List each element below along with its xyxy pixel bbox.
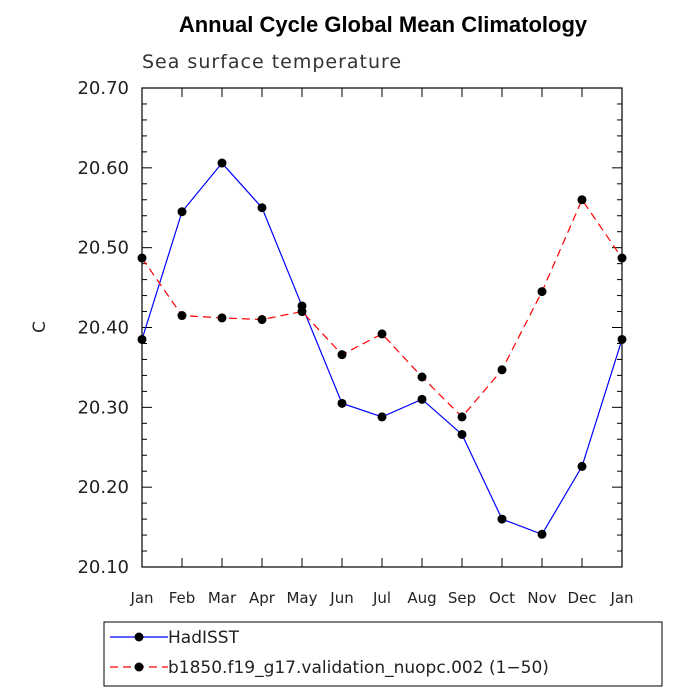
- legend: HadISST b1850.f19_g17.validation_nuopc.0…: [103, 621, 663, 687]
- x-tick-label: Jan: [609, 589, 633, 607]
- chart-title: Annual Cycle Global Mean Climatology: [179, 12, 588, 37]
- y-axis-label: C: [30, 321, 50, 333]
- series-line-0: [141, 162, 623, 536]
- data-point-0: [457, 429, 467, 439]
- data-point-1: [417, 372, 427, 382]
- y-tick-label: 20.10: [77, 557, 129, 578]
- x-tick-label: Nov: [527, 589, 556, 607]
- data-point-0: [417, 394, 427, 404]
- data-point-1: [577, 195, 587, 205]
- data-point-0: [137, 334, 147, 344]
- x-tick-label: Dec: [567, 589, 596, 607]
- data-point-1: [617, 253, 627, 263]
- x-axis: Jan Feb Mar Apr May Jun Jul Aug Sep Oct Nov Dec Jan: [129, 88, 634, 607]
- x-tick-label: Jan: [129, 589, 153, 607]
- data-point-0: [537, 529, 547, 539]
- data-point-0: [377, 412, 387, 422]
- legend-label-model: b1850.f19_g17.validation_nuopc.002 (1−50…: [168, 658, 549, 678]
- data-point-1: [137, 253, 147, 263]
- y-tick-label: 20.40: [77, 318, 129, 339]
- plot-area: [141, 87, 623, 568]
- y-tick-label: 20.20: [77, 477, 129, 498]
- y-tick-label: 20.60: [77, 158, 129, 179]
- data-point-1: [337, 350, 347, 360]
- data-point-0: [497, 514, 507, 524]
- legend-box: [103, 621, 663, 687]
- data-point-1: [457, 412, 467, 422]
- data-point-1: [537, 287, 547, 297]
- legend-marker-model: [134, 662, 144, 672]
- series-line-1: [141, 198, 623, 418]
- data-point-1: [497, 365, 507, 375]
- data-point-1: [177, 311, 187, 321]
- data-point-0: [337, 398, 347, 408]
- series-layer: [137, 158, 627, 539]
- x-tick-label: Apr: [249, 589, 276, 607]
- data-point-0: [617, 334, 627, 344]
- x-tick-label: Mar: [208, 589, 237, 607]
- y-tick-label: 20.30: [77, 397, 129, 418]
- data-point-1: [377, 329, 387, 339]
- x-tick-label: Jul: [372, 589, 391, 607]
- data-point-0: [217, 158, 227, 168]
- data-point-0: [177, 207, 187, 217]
- chart-subtitle: Sea surface temperature: [142, 51, 402, 73]
- data-point-1: [297, 307, 307, 317]
- data-point-0: [257, 203, 267, 213]
- data-point-0: [577, 461, 587, 471]
- x-tick-label: May: [286, 589, 317, 607]
- legend-marker-hadisst: [134, 632, 144, 642]
- y-tick-label: 20.70: [77, 78, 129, 99]
- x-tick-label: Aug: [407, 589, 436, 607]
- x-tick-label: Feb: [169, 589, 196, 607]
- y-tick-label: 20.50: [77, 238, 129, 259]
- x-tick-label: Oct: [489, 589, 515, 607]
- plot-frame: [141, 87, 623, 568]
- data-point-1: [217, 313, 227, 323]
- x-tick-label: Jun: [329, 589, 353, 607]
- legend-label-hadisst: HadISST: [168, 628, 240, 648]
- data-point-1: [257, 315, 267, 325]
- x-tick-label: Sep: [448, 589, 476, 607]
- y-axis: 20.10 20.20 20.30 20.40 20.50 20.60 20.70: [77, 78, 622, 578]
